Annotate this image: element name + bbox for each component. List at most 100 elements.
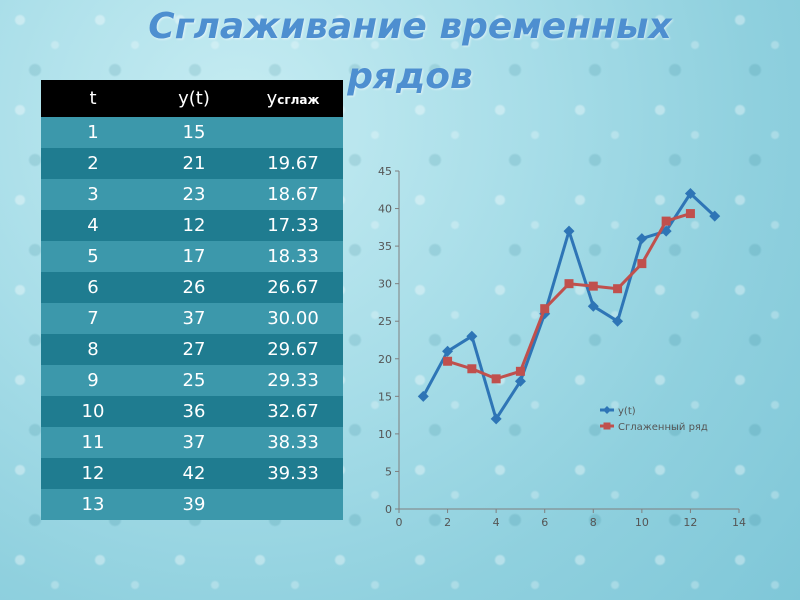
table-row: 11 37 38.33 [41,427,343,458]
x-tick-label: 0 [396,516,403,529]
table-row: 4 12 17.33 [41,210,343,241]
y-tick-label: 45 [378,165,392,178]
cell-y-smoothed [243,117,343,148]
data-point-y-t [660,225,672,237]
table-row: 5 17 18.33 [41,241,343,272]
table-row: 9 25 29.33 [41,365,343,396]
table-row: 12 42 39.33 [41,458,343,489]
x-tick-label: 14 [732,516,746,529]
data-point-y-t [587,300,599,312]
legend-marker-2 [603,422,611,430]
line-chart: 0 5 10 15 20 25 30 35 40 45 0 2 4 6 8 10 12 14 y(t) Сглажен… [378,165,746,529]
data-point-y-t [684,188,696,200]
y-tick-label: 20 [378,353,392,366]
cell-y: 15 [145,117,243,148]
legend-label-1: y(t) [618,406,636,417]
cell-y-smoothed [243,489,343,520]
y-tick-label: 10 [378,428,392,441]
x-tick-label: 2 [444,516,451,529]
x-tick-label: 10 [635,516,649,529]
data-point-y-t [612,315,624,327]
table-row: 2 21 19.67 [41,148,343,179]
cell-y: 23 [145,179,243,210]
cell-y-smoothed: 39.33 [243,458,343,489]
cell-y-smoothed: 30.00 [243,303,343,334]
table-row: 8 27 29.67 [41,334,343,365]
y-tick-label: 5 [385,465,392,478]
cell-t: 11 [41,427,145,458]
table-row: 7 37 30.00 [41,303,343,334]
cell-y: 37 [145,427,243,458]
series-line-2 [447,212,691,381]
cell-y: 36 [145,396,243,427]
data-point-smoothed [588,281,598,291]
cell-t: 6 [41,272,145,303]
cell-t: 9 [41,365,145,396]
cell-y-smoothed: 29.33 [243,365,343,396]
cell-t: 1 [41,117,145,148]
data-point-y-t [466,330,478,342]
header-y-smoothed-sub: сглаж [277,93,320,107]
data-point-y-t [442,345,454,357]
legend-label-2: Сглаженный ряд [618,422,708,433]
data-point-smoothed [540,304,550,314]
data-point-y-t [709,210,721,222]
y-tick-label: 15 [378,390,392,403]
cell-t: 10 [41,396,145,427]
page-title: Сглаживание временных рядов [148,6,672,97]
cell-y: 26 [145,272,243,303]
cell-y-smoothed: 38.33 [243,427,343,458]
cell-t: 3 [41,179,145,210]
y-tick-label: 30 [378,278,392,291]
header-y: y(t) [145,80,243,117]
header-t: t [41,80,145,117]
data-point-smoothed [467,364,477,374]
cell-y-smoothed: 26.67 [243,272,343,303]
cell-y-smoothed: 19.67 [243,148,343,179]
y-tick-label: 0 [385,503,392,516]
cell-y-smoothed: 18.67 [243,179,343,210]
data-point-smoothed [613,284,623,294]
x-tick-label: 12 [683,516,697,529]
cell-y: 17 [145,241,243,272]
cell-y: 27 [145,334,243,365]
cell-y-smoothed: 17.33 [243,210,343,241]
cell-t: 8 [41,334,145,365]
cell-t: 7 [41,303,145,334]
data-point-y-t [636,233,648,245]
x-tick-label: 4 [493,516,500,529]
data-point-smoothed [661,216,671,226]
cell-y: 42 [145,458,243,489]
cell-t: 5 [41,241,145,272]
cell-y: 25 [145,365,243,396]
y-tick-label: 35 [378,240,392,253]
cell-y-smoothed: 32.67 [243,396,343,427]
data-point-y-t [563,225,575,237]
header-y-smoothed: yсглаж [243,80,343,117]
data-point-y-t [514,375,526,387]
cell-t: 12 [41,458,145,489]
table-row: 3 23 18.67 [41,179,343,210]
data-point-smoothed [564,279,574,289]
cell-y-smoothed: 29.67 [243,334,343,365]
x-tick-label: 6 [541,516,548,529]
data-point-smoothed [515,366,525,376]
header-y-smoothed-main: y [266,88,278,109]
cell-t: 4 [41,210,145,241]
table-row: 10 36 32.67 [41,396,343,427]
table-header-row: t y(t) yсглаж [41,80,343,117]
data-point-y-t [490,413,502,425]
data-point-smoothed [685,209,695,219]
cell-y-smoothed: 18.33 [243,241,343,272]
y-tick-label: 25 [378,315,392,328]
x-tick-label: 8 [590,516,597,529]
cell-y: 39 [145,489,243,520]
legend-marker-1 [603,406,611,414]
cell-y: 21 [145,148,243,179]
cell-t: 2 [41,148,145,179]
y-tick-label: 40 [378,203,392,216]
table-row: 6 26 26.67 [41,272,343,303]
data-table: t y(t) yсглаж 1 15 2 21 19.67 3 23 18.67 4 12 17.3… [41,80,343,520]
table-row: 13 39 [41,489,343,520]
data-point-smoothed [443,356,453,366]
